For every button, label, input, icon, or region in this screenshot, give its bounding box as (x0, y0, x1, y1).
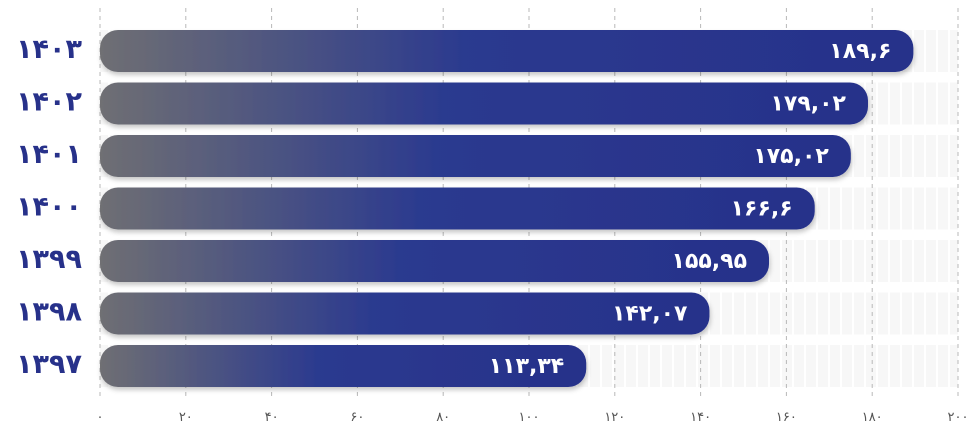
bar-value-label: ۱۴۲,۰۷ (612, 302, 688, 327)
bar (100, 30, 914, 72)
x-tick-label: ۱۸۰ (862, 410, 883, 425)
category-label: ۱۴۰۰ (16, 192, 82, 223)
bar-value-label: ۱۸۹,۶ (829, 39, 891, 64)
bar-value-label: ۱۷۵,۰۲ (753, 144, 829, 169)
category-label: ۱۳۹۸ (16, 297, 82, 328)
bar-value-label: ۱۷۹,۰۲ (770, 92, 846, 117)
x-tick-label: ۱۰۰ (519, 410, 540, 425)
x-tick-label: ۴۰ (265, 410, 279, 425)
tick-layer: ۰ ۲۰ ۴۰ ۶۰ ۸۰ ۱۰۰ ۱۲۰ ۱۴۰ ۱۶۰ ۱۸۰ ۲۰۰ (97, 410, 969, 425)
x-tick-label: ۶۰ (350, 410, 364, 425)
x-tick-label: ۲۰۰ (948, 410, 969, 425)
bar (100, 82, 868, 125)
bar (100, 240, 770, 282)
x-tick-label: ۰ (97, 410, 104, 425)
category-label: ۱۴۰۱ (16, 139, 82, 170)
bar-layer: ۱۸۹,۶ ۱۷۹,۰۲ ۱۷۵,۰۲ ۱۶۶,۶ ۱۵۵,۹۵ ۱۴۲,۰۷ ۱۱۳,۳۴ (100, 30, 914, 387)
bar (100, 187, 815, 230)
x-tick-label: ۱۲۰ (604, 410, 625, 425)
bar (100, 292, 710, 335)
category-label: ۱۴۰۳ (16, 34, 82, 65)
x-tick-label: ۸۰ (436, 410, 450, 425)
category-label: ۱۳۹۷ (16, 349, 82, 380)
bar (100, 135, 851, 177)
bar-value-label: ۱۶۶,۶ (731, 197, 793, 222)
category-label: ۱۳۹۹ (16, 244, 82, 275)
x-tick-label: ۱۶۰ (776, 410, 797, 425)
bar-value-label: ۱۵۵,۹۵ (672, 249, 748, 274)
x-tick-label: ۲۰ (179, 410, 193, 425)
bar-value-label: ۱۱۳,۳۴ (489, 354, 565, 379)
x-tick-label: ۱۴۰ (690, 410, 711, 425)
bar (100, 345, 587, 387)
category-layer: ۱۴۰۳ ۱۴۰۲ ۱۴۰۱ ۱۴۰۰ ۱۳۹۹ ۱۳۹۸ ۱۳۹۷ (16, 34, 82, 380)
category-label: ۱۴۰۲ (16, 87, 82, 118)
